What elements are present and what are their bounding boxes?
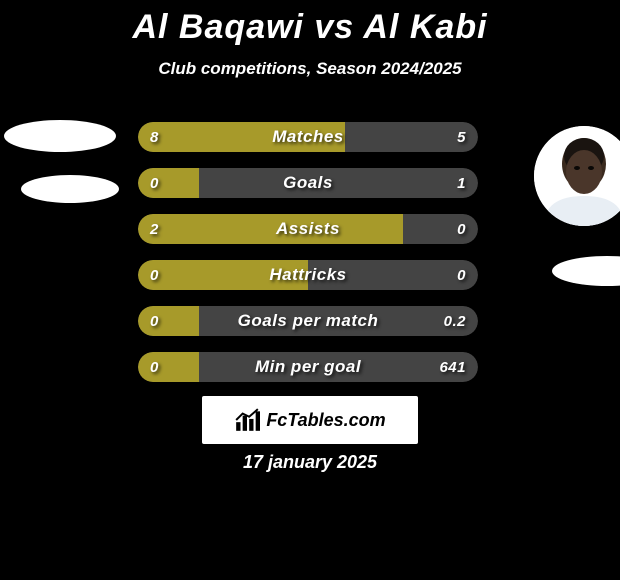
- stat-row: 0Min per goal641: [138, 352, 478, 382]
- stat-value-right: 641: [439, 352, 466, 382]
- vs-text: vs: [314, 8, 354, 46]
- stat-row: 0Hattricks0: [138, 260, 478, 290]
- avatar-silhouette-icon: [534, 126, 620, 226]
- player2-avatar: [534, 126, 620, 226]
- stat-row: 2Assists0: [138, 214, 478, 244]
- stat-label: Assists: [138, 214, 478, 244]
- stat-label: Goals per match: [138, 306, 478, 336]
- stat-label: Matches: [138, 122, 478, 152]
- comparison-card: Al Baqawi vs Al Kabi Club competitions, …: [0, 0, 620, 580]
- player1-avatar-placeholder: [4, 120, 116, 152]
- page-title: Al Baqawi vs Al Kabi: [0, 8, 620, 47]
- stat-label: Hattricks: [138, 260, 478, 290]
- player1-team-placeholder: [21, 175, 119, 203]
- stat-value-right: 1: [457, 168, 466, 198]
- stat-value-right: 5: [457, 122, 466, 152]
- stat-label: Goals: [138, 168, 478, 198]
- stat-row: 8Matches5: [138, 122, 478, 152]
- stat-label: Min per goal: [138, 352, 478, 382]
- logo-text: FcTables.com: [266, 410, 385, 431]
- stat-value-right: 0: [457, 260, 466, 290]
- stat-row: 0Goals per match0.2: [138, 306, 478, 336]
- player2-name: Al Kabi: [363, 8, 487, 46]
- date-text: 17 january 2025: [0, 452, 620, 473]
- stat-value-right: 0.2: [444, 306, 466, 336]
- player1-name: Al Baqawi: [132, 8, 303, 46]
- player2-team-placeholder: [552, 256, 620, 286]
- subtitle: Club competitions, Season 2024/2025: [0, 59, 620, 79]
- stats-bars: 8Matches50Goals12Assists00Hattricks00Goa…: [138, 122, 478, 398]
- stat-row: 0Goals1: [138, 168, 478, 198]
- fctables-logo: FcTables.com: [202, 396, 418, 444]
- bar-chart-icon: [234, 407, 260, 433]
- stat-value-right: 0: [457, 214, 466, 244]
